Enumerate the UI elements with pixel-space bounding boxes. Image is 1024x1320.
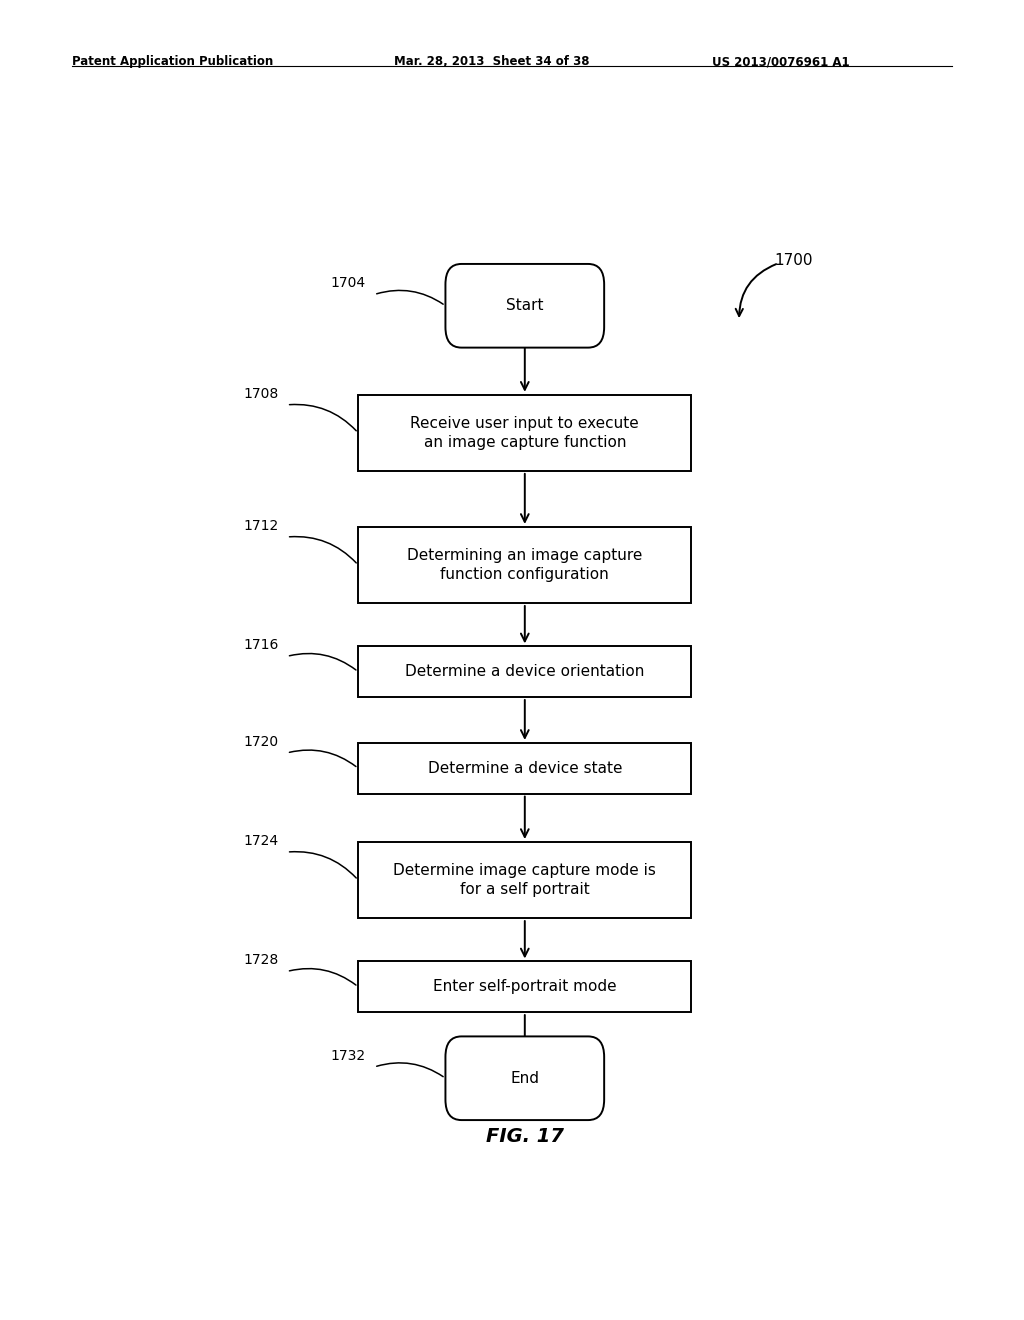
FancyBboxPatch shape <box>358 647 691 697</box>
Text: Start: Start <box>506 298 544 313</box>
Text: 1708: 1708 <box>243 387 279 400</box>
Text: 1700: 1700 <box>775 252 813 268</box>
Text: 1716: 1716 <box>243 638 279 652</box>
Text: Receive user input to execute
an image capture function: Receive user input to execute an image c… <box>411 416 639 450</box>
FancyBboxPatch shape <box>358 961 691 1012</box>
Text: 1732: 1732 <box>331 1049 366 1063</box>
Text: 1720: 1720 <box>243 735 279 748</box>
Text: 1724: 1724 <box>243 834 279 847</box>
Text: End: End <box>510 1071 540 1086</box>
Text: 1712: 1712 <box>243 519 279 533</box>
Text: 1728: 1728 <box>243 953 279 968</box>
Text: Mar. 28, 2013  Sheet 34 of 38: Mar. 28, 2013 Sheet 34 of 38 <box>394 55 590 69</box>
FancyBboxPatch shape <box>358 395 691 471</box>
Text: Determine a device orientation: Determine a device orientation <box>406 664 644 680</box>
Text: Enter self-portrait mode: Enter self-portrait mode <box>433 979 616 994</box>
Text: Patent Application Publication: Patent Application Publication <box>72 55 273 69</box>
FancyBboxPatch shape <box>358 743 691 793</box>
Text: Determine image capture mode is
for a self portrait: Determine image capture mode is for a se… <box>393 863 656 896</box>
Text: Determine a device state: Determine a device state <box>428 760 622 776</box>
FancyBboxPatch shape <box>358 842 691 919</box>
FancyBboxPatch shape <box>445 1036 604 1121</box>
FancyBboxPatch shape <box>445 264 604 347</box>
Text: Determining an image capture
function configuration: Determining an image capture function co… <box>408 548 642 582</box>
Text: 1704: 1704 <box>331 276 366 290</box>
Text: US 2013/0076961 A1: US 2013/0076961 A1 <box>712 55 849 69</box>
FancyBboxPatch shape <box>358 527 691 603</box>
Text: FIG. 17: FIG. 17 <box>485 1127 564 1146</box>
